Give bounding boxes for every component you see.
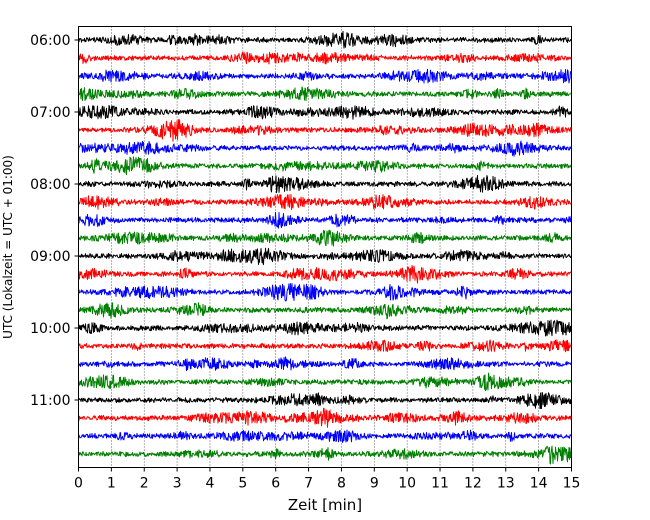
x-tick-label: 3 (173, 476, 182, 492)
seismogram-trace (78, 372, 572, 392)
x-axis-label: Zeit [min] (288, 496, 362, 514)
traces (78, 30, 572, 465)
x-tick-label: 4 (206, 476, 215, 492)
seismogram-trace (78, 30, 572, 49)
x-tick-label: 14 (530, 476, 548, 492)
y-tick-label: 06:00 (30, 33, 70, 49)
x-axis-ticks: 0 1 2 3 4 5 6 7 8 9 10 11 12 13 14 15 (74, 467, 581, 492)
y-tick-label: 07:00 (30, 105, 70, 121)
x-tick-label: 12 (464, 476, 482, 492)
y-tick-label: 11:00 (30, 393, 70, 409)
seismogram-trace (78, 356, 572, 372)
seismogram-trace (78, 174, 572, 194)
x-tick-label: 11 (431, 476, 449, 492)
x-tick-label: 1 (107, 476, 116, 492)
x-tick-label: 2 (140, 476, 149, 492)
x-tick-label: 0 (74, 476, 83, 492)
y-tick-label: 09:00 (30, 249, 70, 265)
seismogram-trace (78, 429, 572, 443)
y-tick-label: 10:00 (30, 321, 70, 337)
plot-background (78, 26, 572, 468)
seismogram-trace (78, 156, 572, 176)
x-tick-label: 8 (337, 476, 346, 492)
x-tick-label: 13 (497, 476, 515, 492)
x-tick-label: 10 (398, 476, 416, 492)
x-tick-label: 5 (238, 476, 247, 492)
seismogram-trace (78, 211, 572, 229)
seismogram-trace (78, 86, 572, 102)
seismogram-trace (78, 51, 572, 65)
seismogram-trace (78, 68, 572, 84)
seismogram-trace (78, 319, 572, 337)
seismogram-trace (78, 302, 572, 320)
y-tick-label: 08:00 (30, 177, 70, 193)
seismogram-trace (78, 265, 572, 284)
y-axis-label: UTC (Lokalzeit = UTC + 01:00) (1, 155, 15, 339)
x-tick-label: 6 (271, 476, 280, 492)
seismogram-trace (78, 119, 572, 142)
seismogram-trace (78, 407, 572, 428)
x-tick-label: 7 (304, 476, 313, 492)
x-tick-label: 15 (563, 476, 581, 492)
seismogram-trace (78, 140, 572, 157)
seismogram-trace (78, 105, 572, 120)
y-axis-ticks: 06:00 07:00 08:00 09:00 10:00 11:00 (30, 33, 79, 409)
seismogram-trace (78, 339, 572, 353)
seismogram-trace (78, 445, 572, 465)
seismogram-trace (78, 392, 572, 410)
x-tick-label: 9 (370, 476, 379, 492)
seismogram-trace (78, 194, 572, 210)
plot-frame (78, 26, 572, 468)
seismogram-trace (78, 247, 572, 266)
seismogram-trace (78, 229, 572, 247)
seismogram-trace (78, 283, 572, 302)
